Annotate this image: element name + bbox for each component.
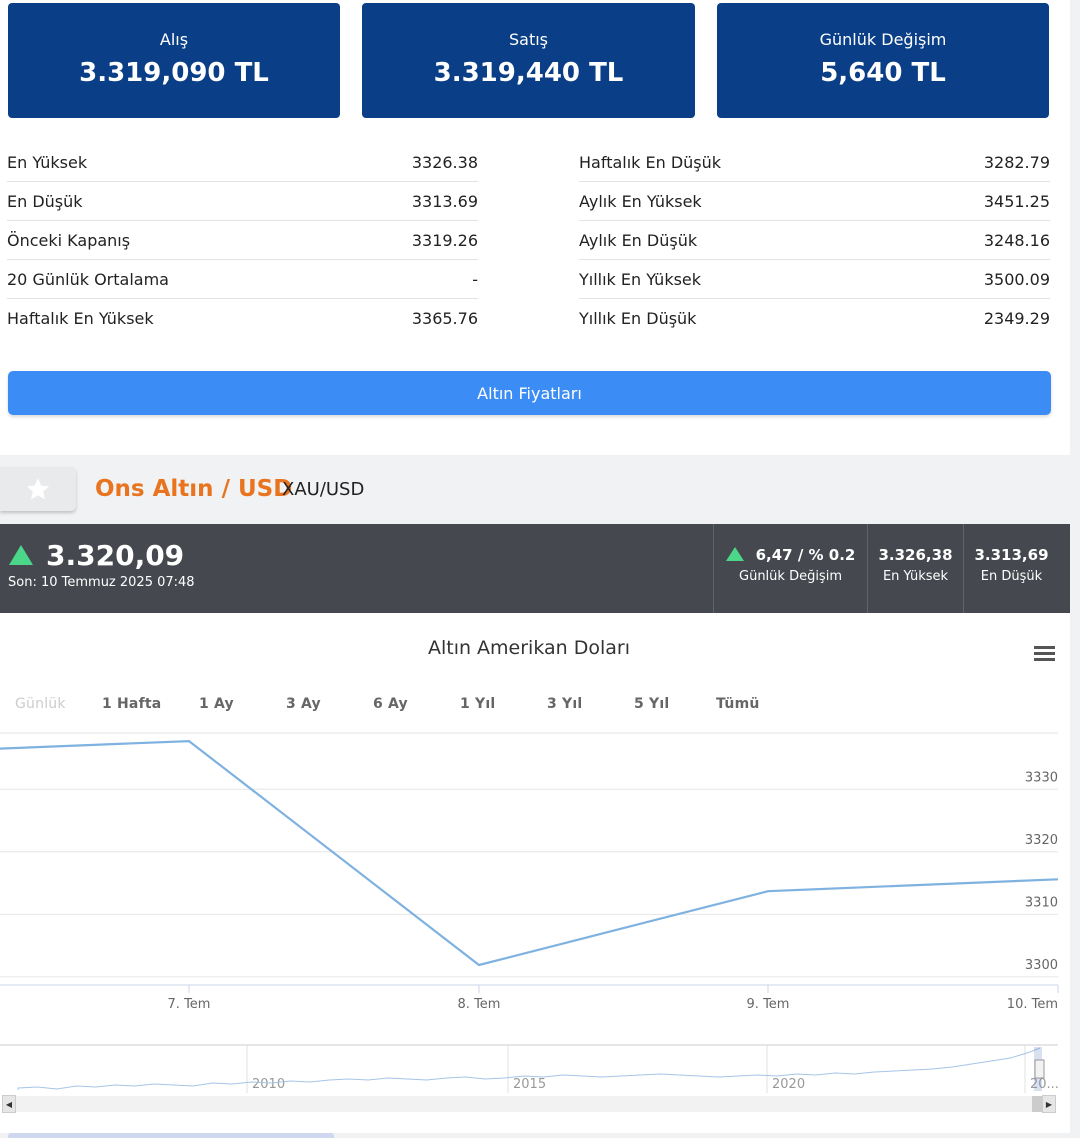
x-tick-label: 10. Tem — [1007, 997, 1058, 1012]
stat-value: 3365.76 — [411, 309, 478, 328]
navigator-handle — [1034, 1059, 1045, 1079]
y-tick-label: 3310 — [1025, 895, 1058, 910]
daily-change-value: 6,47 / % 0.2 — [714, 546, 867, 565]
navigator-year-label: 2020 — [772, 1077, 805, 1092]
stats-table-left: En Yüksek 3326.38 En Düşük 3313.69 Önceki … — [7, 143, 478, 338]
navigator-year-label: 20... — [1030, 1077, 1059, 1092]
last-update: Son: 10 Temmuz 2025 07:48 — [8, 575, 195, 590]
stat-row: En Düşük 3313.69 — [7, 182, 478, 221]
navigator-series-line — [17, 1047, 1041, 1090]
stat-row: En Yüksek 3326.38 — [7, 143, 478, 182]
low-label: En Düşük — [980, 569, 1043, 584]
next-section-edge — [8, 1133, 334, 1138]
stat-label: Aylık En Yüksek — [579, 191, 702, 211]
stat-value: 3500.09 — [983, 269, 1050, 289]
x-tick-label: 8. Tem — [458, 997, 501, 1012]
up-arrow-icon — [725, 547, 744, 561]
low-cell: 3.313,69 En Düşük — [963, 524, 1059, 613]
price-line-chart[interactable]: 3300 3310 3320 3330 7. Tem 8. Tem 9. Tem 10. Te… — [0, 725, 1068, 1095]
price-series-line — [0, 739, 1059, 967]
range-3-years[interactable]: 3 Yıl — [547, 696, 583, 712]
range-3-months[interactable]: 3 Ay — [286, 696, 321, 712]
chart-title: Altın Amerikan Doları — [427, 637, 631, 659]
y-tick-label: 3320 — [1025, 833, 1058, 848]
navigator-scrollbar-track[interactable] — [16, 1096, 1042, 1112]
sell-value: 3.319,440 TL — [433, 58, 624, 88]
change-text: 6,47 / % 0.2 — [755, 546, 856, 564]
favorite-button[interactable] — [0, 467, 76, 511]
stat-row: Aylık En Düşük 3248.16 — [579, 221, 1050, 260]
quote-bar — [0, 524, 1070, 613]
instrument-title: Ons Altın / USD — [95, 476, 293, 502]
stat-label: Yıllık En Yüksek — [579, 269, 702, 289]
stat-label: En Yüksek — [7, 152, 88, 172]
range-all[interactable]: Tümü — [716, 696, 760, 712]
up-arrow-icon — [9, 545, 33, 565]
stat-label: Yıllık En Düşük — [579, 309, 697, 328]
stat-label: Aylık En Düşük — [579, 230, 698, 250]
stat-value: - — [472, 269, 478, 289]
stat-row: 20 Günlük Ortalama - — [7, 260, 478, 299]
stat-row: Haftalık En Düşük 3282.79 — [579, 143, 1050, 182]
y-tick-label: 3300 — [1025, 958, 1058, 973]
stat-row: Yıllık En Düşük 2349.29 — [579, 299, 1050, 338]
stat-value: 3326.38 — [411, 152, 478, 172]
stat-value: 3313.69 — [411, 191, 478, 211]
stat-value: 3282.79 — [983, 152, 1050, 172]
range-1-week[interactable]: 1 Hafta — [102, 696, 162, 712]
daily-change-label: Günlük Değişim — [739, 569, 842, 584]
chart-panel — [0, 613, 1070, 1133]
range-6-months[interactable]: 6 Ay — [373, 696, 408, 712]
range-1-month[interactable]: 1 Ay — [199, 696, 234, 712]
stat-row: Önceki Kapanış 3319.26 — [7, 221, 478, 260]
stat-value: 3451.25 — [983, 191, 1050, 211]
high-value: 3.326,38 — [878, 546, 953, 564]
last-price: 3.320,09 — [46, 539, 185, 572]
navigator-year-label: 2015 — [513, 1077, 546, 1092]
stat-row: Aylık En Yüksek 3451.25 — [579, 182, 1050, 221]
stat-label: Haftalık En Yüksek — [7, 309, 154, 328]
range-daily[interactable]: Günlük — [15, 696, 66, 712]
x-tick-label: 9. Tem — [747, 997, 790, 1012]
stat-value: 3319.26 — [411, 230, 478, 250]
daily-change-value: 5,640 TL — [820, 58, 946, 88]
high-label: En Yüksek — [882, 569, 949, 584]
y-tick-label: 3330 — [1025, 770, 1058, 785]
low-value: 3.313,69 — [974, 546, 1049, 564]
daily-change-card: Günlük Değişim 5,640 TL — [717, 3, 1049, 118]
stat-row: Yıllık En Yüksek 3500.09 — [579, 260, 1050, 299]
star-icon — [26, 477, 50, 500]
stat-row: Haftalık En Yüksek 3365.76 — [7, 299, 478, 338]
stat-label: 20 Günlük Ortalama — [7, 269, 169, 289]
range-5-years[interactable]: 5 Yıl — [634, 696, 670, 712]
navigator-scrollbar-thumb[interactable] — [1032, 1096, 1042, 1112]
menu-icon[interactable] — [1034, 645, 1055, 662]
stat-value: 2349.29 — [983, 309, 1050, 328]
stat-label: En Düşük — [7, 191, 83, 211]
high-cell: 3.326,38 En Yüksek — [867, 524, 963, 613]
stat-label: Önceki Kapanış — [7, 230, 131, 250]
buy-value: 3.319,090 TL — [79, 58, 269, 88]
scroll-left-button[interactable]: ◀ — [2, 1095, 16, 1113]
daily-change-cell: 6,47 / % 0.2 Günlük Değişim — [713, 524, 867, 613]
x-tick-label: 7. Tem — [168, 997, 211, 1012]
stat-value: 3248.16 — [983, 230, 1050, 250]
sell-label: Satış — [508, 30, 548, 49]
daily-change-label: Günlük Değişim — [819, 30, 947, 49]
scroll-right-button[interactable]: ▶ — [1042, 1095, 1056, 1113]
range-1-year[interactable]: 1 Yıl — [460, 696, 496, 712]
sell-price-card: Satış 3.319,440 TL — [362, 3, 695, 118]
buy-label: Alış — [159, 30, 189, 49]
navigator-year-label: 2010 — [252, 1077, 285, 1092]
gold-prices-button[interactable]: Altın Fiyatları — [8, 371, 1051, 415]
buy-price-card: Alış 3.319,090 TL — [8, 3, 340, 118]
stat-label: Haftalık En Düşük — [579, 152, 722, 172]
instrument-symbol: XAU/USD — [282, 479, 365, 500]
stats-table-right: Haftalık En Düşük 3282.79 Aylık En Yüksek… — [579, 143, 1050, 338]
